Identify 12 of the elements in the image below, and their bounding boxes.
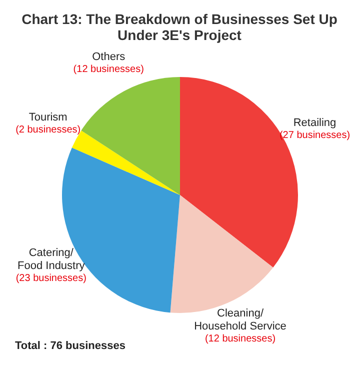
data-label: (12 businesses)	[204, 333, 276, 344]
slice-label: Cleaning/ Household Service	[194, 307, 286, 332]
pie-slice	[81, 77, 180, 195]
slice-label: Catering/ Food Industry	[18, 246, 86, 272]
chart-title: Chart 13: The Breakdown of Businesses Set Up Under 3E's Project	[22, 11, 338, 44]
text: Total : 76 businesses	[15, 340, 126, 352]
slice-label: Others	[92, 51, 126, 64]
slice-label: Retailing	[293, 117, 336, 130]
slice-label: Tourism	[28, 112, 68, 124]
data-label: (12 businesses)	[73, 64, 144, 76]
data-label: (2 businesses)	[16, 124, 81, 136]
data-label: (23 businesses)	[16, 272, 86, 284]
